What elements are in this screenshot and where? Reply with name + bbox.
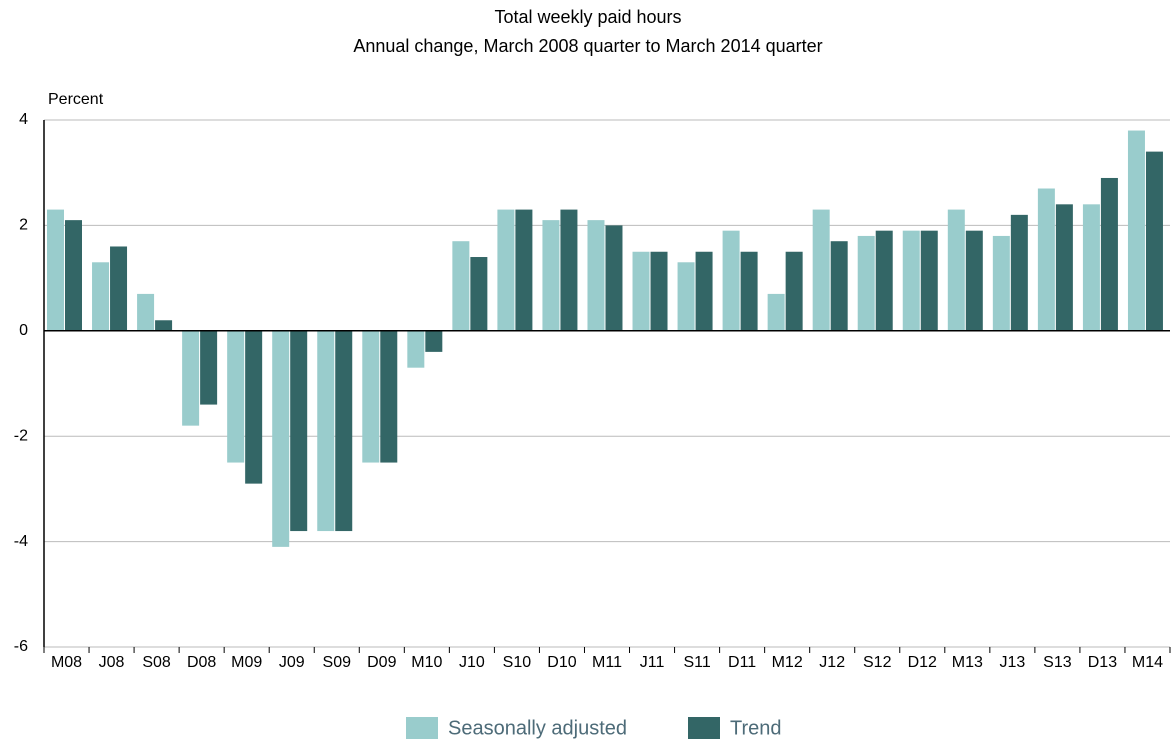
bar: [1055, 204, 1073, 331]
x-tick-label: D10: [547, 654, 576, 671]
bar: [587, 220, 605, 331]
bar: [227, 330, 245, 463]
bar: [1037, 188, 1055, 331]
x-tick-label: J10: [459, 654, 485, 671]
bar: [137, 293, 155, 331]
bar: [380, 330, 398, 463]
legend-label: Trend: [730, 717, 782, 739]
x-tick-label: J12: [819, 654, 845, 671]
bar: [497, 209, 515, 331]
bar: [605, 225, 623, 331]
bar: [335, 330, 353, 532]
bar: [92, 262, 110, 331]
x-tick-label: M09: [231, 654, 262, 671]
bar: [920, 230, 938, 331]
bar: [272, 330, 290, 547]
x-tick-label: M12: [772, 654, 803, 671]
bar: [947, 209, 965, 331]
bar: [902, 230, 920, 331]
bar: [965, 230, 983, 331]
bar: [407, 330, 425, 368]
x-tick-label: J13: [999, 654, 1025, 671]
bar: [425, 330, 443, 352]
x-tick-label: S12: [863, 654, 892, 671]
x-tick-label: D11: [728, 654, 756, 671]
bar: [65, 220, 82, 331]
bar: [200, 330, 218, 405]
bar: [542, 220, 560, 331]
x-tick-label: S11: [683, 654, 710, 671]
bar: [1127, 130, 1145, 331]
bar: [470, 257, 488, 331]
bar: [677, 262, 695, 331]
bar: [992, 235, 1010, 331]
bar: [560, 209, 578, 331]
y-tick-label: -2: [14, 427, 28, 444]
bar: [650, 251, 668, 331]
x-tick-label: J08: [99, 654, 125, 671]
x-tick-label: M13: [952, 654, 983, 671]
x-tick-label: S08: [142, 654, 171, 671]
y-tick-label: 0: [19, 322, 28, 339]
y-tick-label: 2: [19, 217, 28, 234]
x-tick-label: D12: [908, 654, 937, 671]
bar: [722, 230, 740, 331]
bar: [767, 293, 785, 331]
x-tick-label: J11: [640, 654, 665, 671]
y-tick-label: -6: [14, 638, 28, 655]
x-tick-label: D09: [367, 654, 396, 671]
x-tick-label: M10: [411, 654, 442, 671]
bar: [317, 330, 335, 532]
y-tick-label: -4: [14, 533, 28, 550]
bar: [515, 209, 533, 331]
x-tick-label: S09: [323, 654, 352, 671]
y-tick-label: 4: [19, 111, 28, 128]
bar: [1082, 204, 1100, 331]
x-tick-label: M08: [51, 654, 82, 671]
chart-subtitle: Annual change, March 2008 quarter to Mar…: [353, 36, 822, 56]
bar: [110, 246, 128, 331]
x-tick-label: J09: [279, 654, 305, 671]
bar: [1100, 177, 1118, 331]
y-axis-label: Percent: [48, 91, 104, 108]
x-tick-label: S13: [1043, 654, 1072, 671]
bar: [740, 251, 758, 331]
bar: [290, 330, 308, 532]
bar: [695, 251, 713, 331]
bar: [857, 235, 875, 331]
x-tick-label: M14: [1132, 654, 1163, 671]
bar: [362, 330, 380, 463]
legend-swatch: [406, 717, 438, 739]
bar: [47, 209, 64, 331]
x-tick-label: S10: [503, 654, 532, 671]
bar: [155, 320, 173, 331]
bar: [812, 209, 830, 331]
bar: [785, 251, 803, 331]
legend-swatch: [688, 717, 720, 739]
bar: [245, 330, 263, 484]
legend-label: Seasonally adjusted: [448, 717, 627, 739]
bar: [1010, 214, 1028, 331]
x-tick-label: D08: [187, 654, 216, 671]
bar: [632, 251, 650, 331]
chart-title: Total weekly paid hours: [494, 7, 681, 27]
bar: [182, 330, 200, 426]
bar: [452, 241, 470, 331]
bar: [830, 241, 848, 331]
x-tick-label: D13: [1088, 654, 1117, 671]
bar: [1145, 151, 1163, 331]
x-tick-label: M11: [592, 654, 622, 671]
bar: [875, 230, 893, 331]
